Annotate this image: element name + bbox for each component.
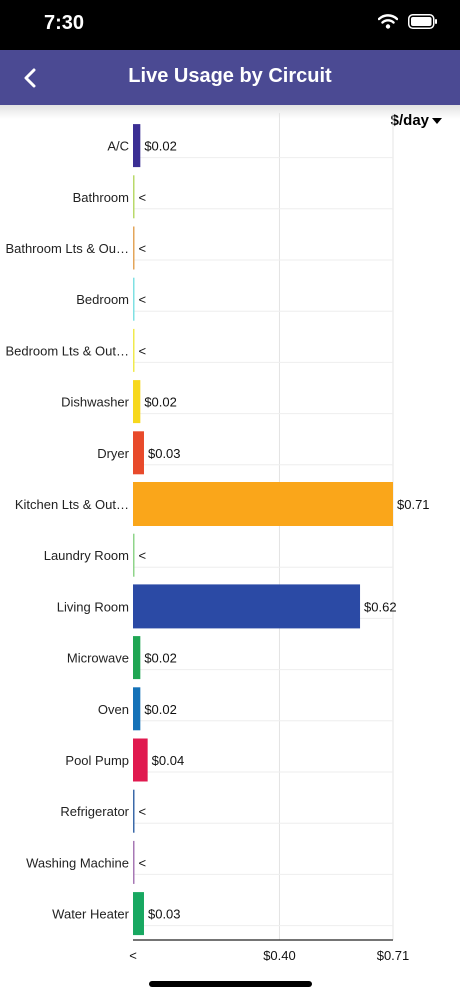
- caret-down-icon: [432, 117, 442, 124]
- bar-dryer: [133, 431, 144, 475]
- category-label: Microwave: [67, 651, 129, 666]
- value-label: <: [139, 292, 147, 307]
- bar-dishwasher: [133, 380, 141, 424]
- status-time: 7:30: [44, 12, 85, 34]
- category-label: Living Room: [57, 599, 129, 614]
- status-bar: 7:30: [0, 0, 460, 50]
- bar-bathroom-lts-ou-: [133, 226, 135, 270]
- category-label: Refrigerator: [60, 804, 129, 819]
- value-label: <: [139, 855, 147, 870]
- value-label: $0.04: [152, 753, 185, 768]
- unit-selector[interactable]: $/day: [391, 112, 442, 129]
- unit-selector-label: $/day: [390, 112, 429, 129]
- bar-water-heater: [133, 892, 144, 936]
- value-label: $0.02: [144, 702, 177, 717]
- bar-living-room: [133, 584, 361, 629]
- value-label: $0.03: [148, 907, 181, 922]
- category-label: Washing Machine: [26, 855, 129, 870]
- value-label: $0.71: [397, 497, 430, 512]
- chevron-left-icon: [24, 68, 36, 88]
- category-label: Bedroom Lts & Out…: [5, 343, 129, 358]
- bar-kitchen-lts-out-: [133, 482, 393, 526]
- value-label: $0.03: [148, 446, 181, 461]
- bar-microwave: [133, 636, 141, 680]
- value-label: $0.02: [144, 139, 177, 154]
- value-label: <: [139, 804, 147, 819]
- value-label: <: [139, 190, 147, 205]
- category-label: Kitchen Lts & Out…: [15, 497, 129, 512]
- battery-icon: [408, 14, 437, 29]
- x-tick-label: $0.71: [377, 948, 410, 963]
- category-label: Pool Pump: [65, 753, 129, 768]
- header-shadow: [0, 105, 460, 119]
- category-label: A/C: [107, 139, 129, 154]
- usage-bar-chart: A/C $0.02 Bathroom < Bathroom Lts & Ou… < Bedr…: [5, 113, 430, 963]
- value-label: <: [139, 548, 147, 563]
- value-label: <: [139, 241, 147, 256]
- category-label: Dryer: [97, 446, 129, 461]
- value-label: <: [139, 343, 147, 358]
- bar-pool-pump: [133, 738, 148, 782]
- back-button[interactable]: [12, 60, 48, 96]
- status-icons: [378, 14, 438, 29]
- value-label: $0.62: [364, 599, 397, 614]
- wifi-icon: [378, 14, 398, 29]
- x-tick-label: <: [129, 948, 137, 963]
- bar-a-c: [133, 124, 141, 168]
- bar-bedroom: [133, 277, 135, 321]
- bar-oven: [133, 687, 141, 731]
- category-label: Bedroom: [76, 292, 129, 307]
- bar-bathroom: [133, 175, 135, 219]
- bar-bedroom-lts-out-: [133, 328, 135, 372]
- category-label: Water Heater: [52, 907, 129, 922]
- bar-refrigerator: [133, 789, 135, 833]
- category-label: Bathroom: [73, 190, 129, 205]
- category-label: Laundry Room: [44, 548, 129, 563]
- bar-laundry-room: [133, 533, 135, 577]
- x-tick-label: $0.40: [263, 948, 296, 963]
- category-label: Dishwasher: [61, 395, 130, 410]
- category-label: Oven: [98, 702, 129, 717]
- page-title: Live Usage by Circuit: [128, 65, 332, 87]
- value-label: $0.02: [144, 651, 177, 666]
- bar-washing-machine: [133, 840, 135, 884]
- home-indicator: [149, 981, 312, 987]
- category-label: Bathroom Lts & Ou…: [5, 241, 129, 256]
- nav-bar: Live Usage by Circuit: [0, 50, 460, 105]
- value-label: $0.02: [144, 395, 177, 410]
